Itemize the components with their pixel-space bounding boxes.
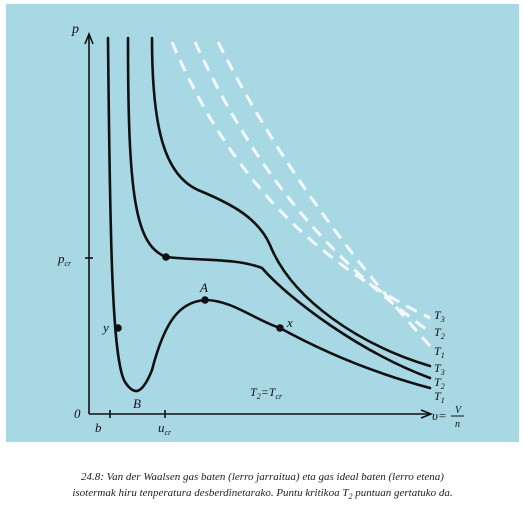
x-frac-denominator: n (455, 419, 460, 430)
y-axis-arrow (84, 31, 94, 45)
dashed-label-t2: T2 (434, 325, 445, 341)
vdw-isotherm-t3 (150, 36, 432, 368)
dashed-label-t1: T1 (434, 344, 445, 360)
solid-label-t1: T1 (434, 389, 445, 405)
marked-points (114, 253, 284, 332)
point-a-label: A (199, 280, 208, 295)
point-critical-marker (162, 253, 170, 261)
axes (84, 31, 434, 419)
critical-temp-annotation: T2=Tcr (250, 385, 283, 401)
svg-text:υ=: υ= (432, 408, 447, 423)
dashed-label-t3: T3 (434, 308, 445, 324)
ideal-gas-isotherms (170, 41, 432, 348)
van-der-waals-isotherms (106, 36, 432, 393)
ideal-isotherm-t2 (193, 41, 431, 334)
point-x-marker (276, 324, 284, 332)
ideal-isotherm-t1 (216, 41, 432, 348)
figure-caption-line-2: isotermak hiru tenperatura desberdinetar… (72, 487, 453, 502)
figure-caption-line-1: 24.8: Van der Waalsen gas baten (lerro j… (81, 471, 444, 483)
point-y-marker (114, 324, 122, 332)
plot-background (6, 4, 519, 442)
y-axis-label: p (71, 22, 79, 37)
x-axis-label: υ= V n (432, 405, 464, 430)
solid-label-t3: T3 (434, 361, 445, 377)
point-b-label: B (133, 396, 141, 411)
solid-label-t2: T2 (434, 375, 445, 391)
point-y-label: y (101, 320, 109, 335)
vdw-isotherm-t1 (106, 36, 432, 393)
u-cr-label: ucr (158, 420, 172, 437)
vdw-isotherm-t2 (126, 36, 432, 380)
x-frac-numerator: V (455, 405, 463, 416)
point-a-marker (201, 296, 209, 304)
point-x-label: x (286, 315, 293, 330)
origin-label: 0 (74, 406, 81, 421)
p-cr-label: pcr (57, 251, 72, 268)
x-axis-arrow (420, 409, 434, 419)
b-label: b (95, 420, 102, 435)
